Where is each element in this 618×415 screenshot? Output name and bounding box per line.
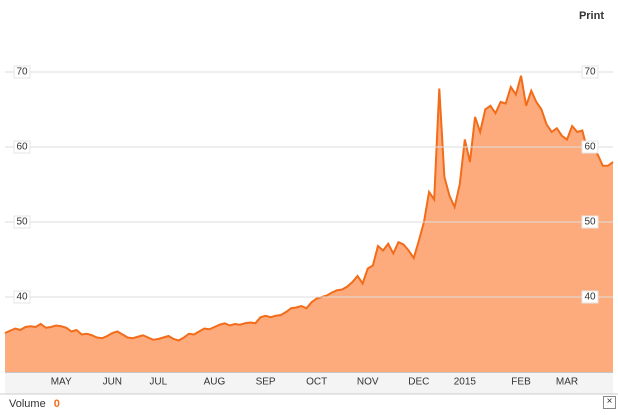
y-tick-label-right: 70: [584, 67, 596, 78]
x-tick-label: SEP: [256, 377, 276, 388]
price-line: [4, 75, 614, 342]
y-tick-label-left: 40: [16, 292, 28, 303]
x-tick-label: NOV: [357, 377, 379, 388]
y-tick-label-left: 70: [16, 67, 28, 78]
volume: Volume 0: [9, 398, 60, 410]
tick-box: [581, 65, 599, 79]
y-tick-label-right: 50: [584, 217, 596, 228]
tick-box: [13, 65, 31, 79]
tick-box: [13, 290, 31, 304]
x-tick-label: FEB: [511, 377, 531, 388]
chart: 40 40 50 50 60 60 70 70 MAY JUN JUL AUG SEP OCT NOV DEC…: [0, 65, 618, 395]
print-button[interactable]: Print: [578, 10, 604, 22]
tick-box: [581, 215, 599, 229]
x-tick-label: MAR: [556, 377, 578, 388]
x-tick-label: JUL: [149, 377, 167, 388]
x-tick-label: 2015: [454, 377, 477, 388]
y-tick-label-right: 40: [584, 292, 596, 303]
tick-box: [13, 215, 31, 229]
y-tick-label-right: 60: [584, 142, 596, 153]
x-tick-label: OCT: [306, 377, 327, 388]
x-tick-label: AUG: [204, 377, 226, 388]
x-tick-label: MAY: [51, 377, 72, 388]
tick-box: [581, 140, 599, 154]
x-axis-band: [5, 372, 613, 394]
y-tick-label-left: 60: [16, 142, 28, 153]
x-tick-label: JUN: [103, 377, 122, 388]
close-button[interactable]: ×: [603, 396, 616, 409]
area: [5, 75, 613, 372]
tick-box: [13, 140, 31, 154]
x-tick-label: DEC: [408, 377, 429, 388]
y-tick-label-left: 50: [16, 217, 28, 228]
tick-box: [581, 290, 599, 304]
volume-label: Volume: [9, 398, 46, 410]
volume-value: 0: [53, 398, 60, 410]
